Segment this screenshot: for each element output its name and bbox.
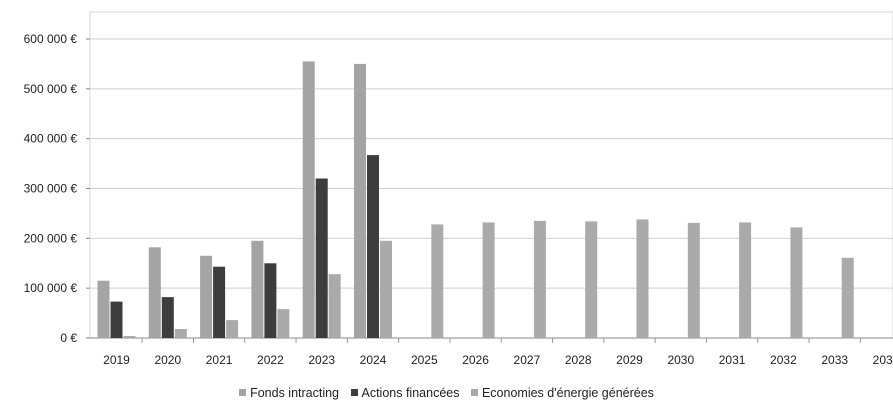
bar-2-2023 <box>328 274 341 338</box>
gridlines <box>90 38 893 289</box>
y-tick-label: 600 000 € <box>24 32 78 46</box>
legend-item-economies-energie: Economies d'énergie générées <box>470 386 654 400</box>
x-tick-label: 2022 <box>257 353 284 367</box>
bar-2-2033 <box>841 257 854 338</box>
legend-swatch-actions-financees <box>350 389 358 396</box>
x-tick-label: 2024 <box>360 353 387 367</box>
x-tick-label: 2028 <box>565 353 592 367</box>
bar-2-2020 <box>174 329 187 338</box>
bar-2-2019 <box>123 336 136 338</box>
bar-2-2028 <box>585 221 598 338</box>
legend-item-fonds-intracting: Fonds intracting <box>239 386 339 400</box>
bar-chart: 0 € 100 000 € 200 000 € 300 000 € 400 000 € 5… <box>24 11 893 367</box>
x-tick-label: 2023 <box>308 353 335 367</box>
x-tick-label: 2033 <box>821 353 848 367</box>
x-tick-label: 2027 <box>514 353 541 367</box>
x-tick-label: 2029 <box>616 353 643 367</box>
x-tick-label: 2032 <box>770 353 797 367</box>
bars <box>97 61 854 339</box>
y-tick-label: 200 000 € <box>24 231 78 245</box>
bar-0-2023 <box>302 61 315 339</box>
legend-swatch-fonds-intracting <box>239 389 247 396</box>
x-tick-label: 2034 <box>873 353 893 367</box>
y-tick-label: 400 000 € <box>24 132 78 146</box>
x-tick-label: 2021 <box>206 353 233 367</box>
bar-0-2021 <box>200 255 213 338</box>
x-tick-label: 2020 <box>154 353 181 367</box>
legend-label-actions-financees: Actions financées <box>361 386 460 400</box>
y-tick-label: 100 000 € <box>24 281 78 295</box>
x-tick-label: 2031 <box>719 353 746 367</box>
bar-1-2024 <box>367 155 379 338</box>
bar-0-2022 <box>251 240 264 338</box>
x-tick-label: 2025 <box>411 353 438 367</box>
bar-2-2024 <box>380 240 392 338</box>
bar-2-2021 <box>226 320 239 338</box>
bar-1-2022 <box>264 263 277 339</box>
y-tick-label: 0 € <box>60 331 77 345</box>
bar-0-2024 <box>354 63 366 339</box>
x-tick-label: 2026 <box>462 353 489 367</box>
y-tick-label: 300 000 € <box>24 182 78 196</box>
legend-item-actions-financees: Actions financées <box>350 386 460 400</box>
legend: Fonds intracting Actions financées Econo… <box>0 386 893 400</box>
bar-2-2022 <box>277 309 290 338</box>
legend-swatch-economies-energie <box>470 389 478 396</box>
legend-label-economies-energie: Economies d'énergie générées <box>481 386 654 400</box>
bar-2-2031 <box>739 222 752 338</box>
bar-2-2030 <box>687 222 700 338</box>
bar-0-2020 <box>148 247 161 338</box>
bar-1-2019 <box>110 301 123 338</box>
x-tick-label: 2019 <box>103 353 130 367</box>
x-tick-label: 2030 <box>667 353 694 367</box>
legend-label-fonds-intracting: Fonds intracting <box>250 386 340 400</box>
bar-2-2026 <box>482 222 495 338</box>
bar-2-2029 <box>636 219 649 338</box>
bar-2-2025 <box>431 224 444 338</box>
bar-1-2023 <box>315 178 328 338</box>
y-axis-tick-labels: 0 € 100 000 € 200 000 € 300 000 € 400 000 € 5… <box>24 32 78 345</box>
bar-1-2021 <box>213 266 226 338</box>
bar-0-2019 <box>97 280 110 338</box>
y-tick-label: 500 000 € <box>24 82 78 96</box>
x-axis-tick-labels: 2019 2020 2021 2022 2023 2024 2025 2026 2027 2028… <box>103 353 893 367</box>
bar-2-2032 <box>790 227 803 338</box>
bar-1-2020 <box>161 297 174 338</box>
bar-2-2027 <box>533 220 546 338</box>
